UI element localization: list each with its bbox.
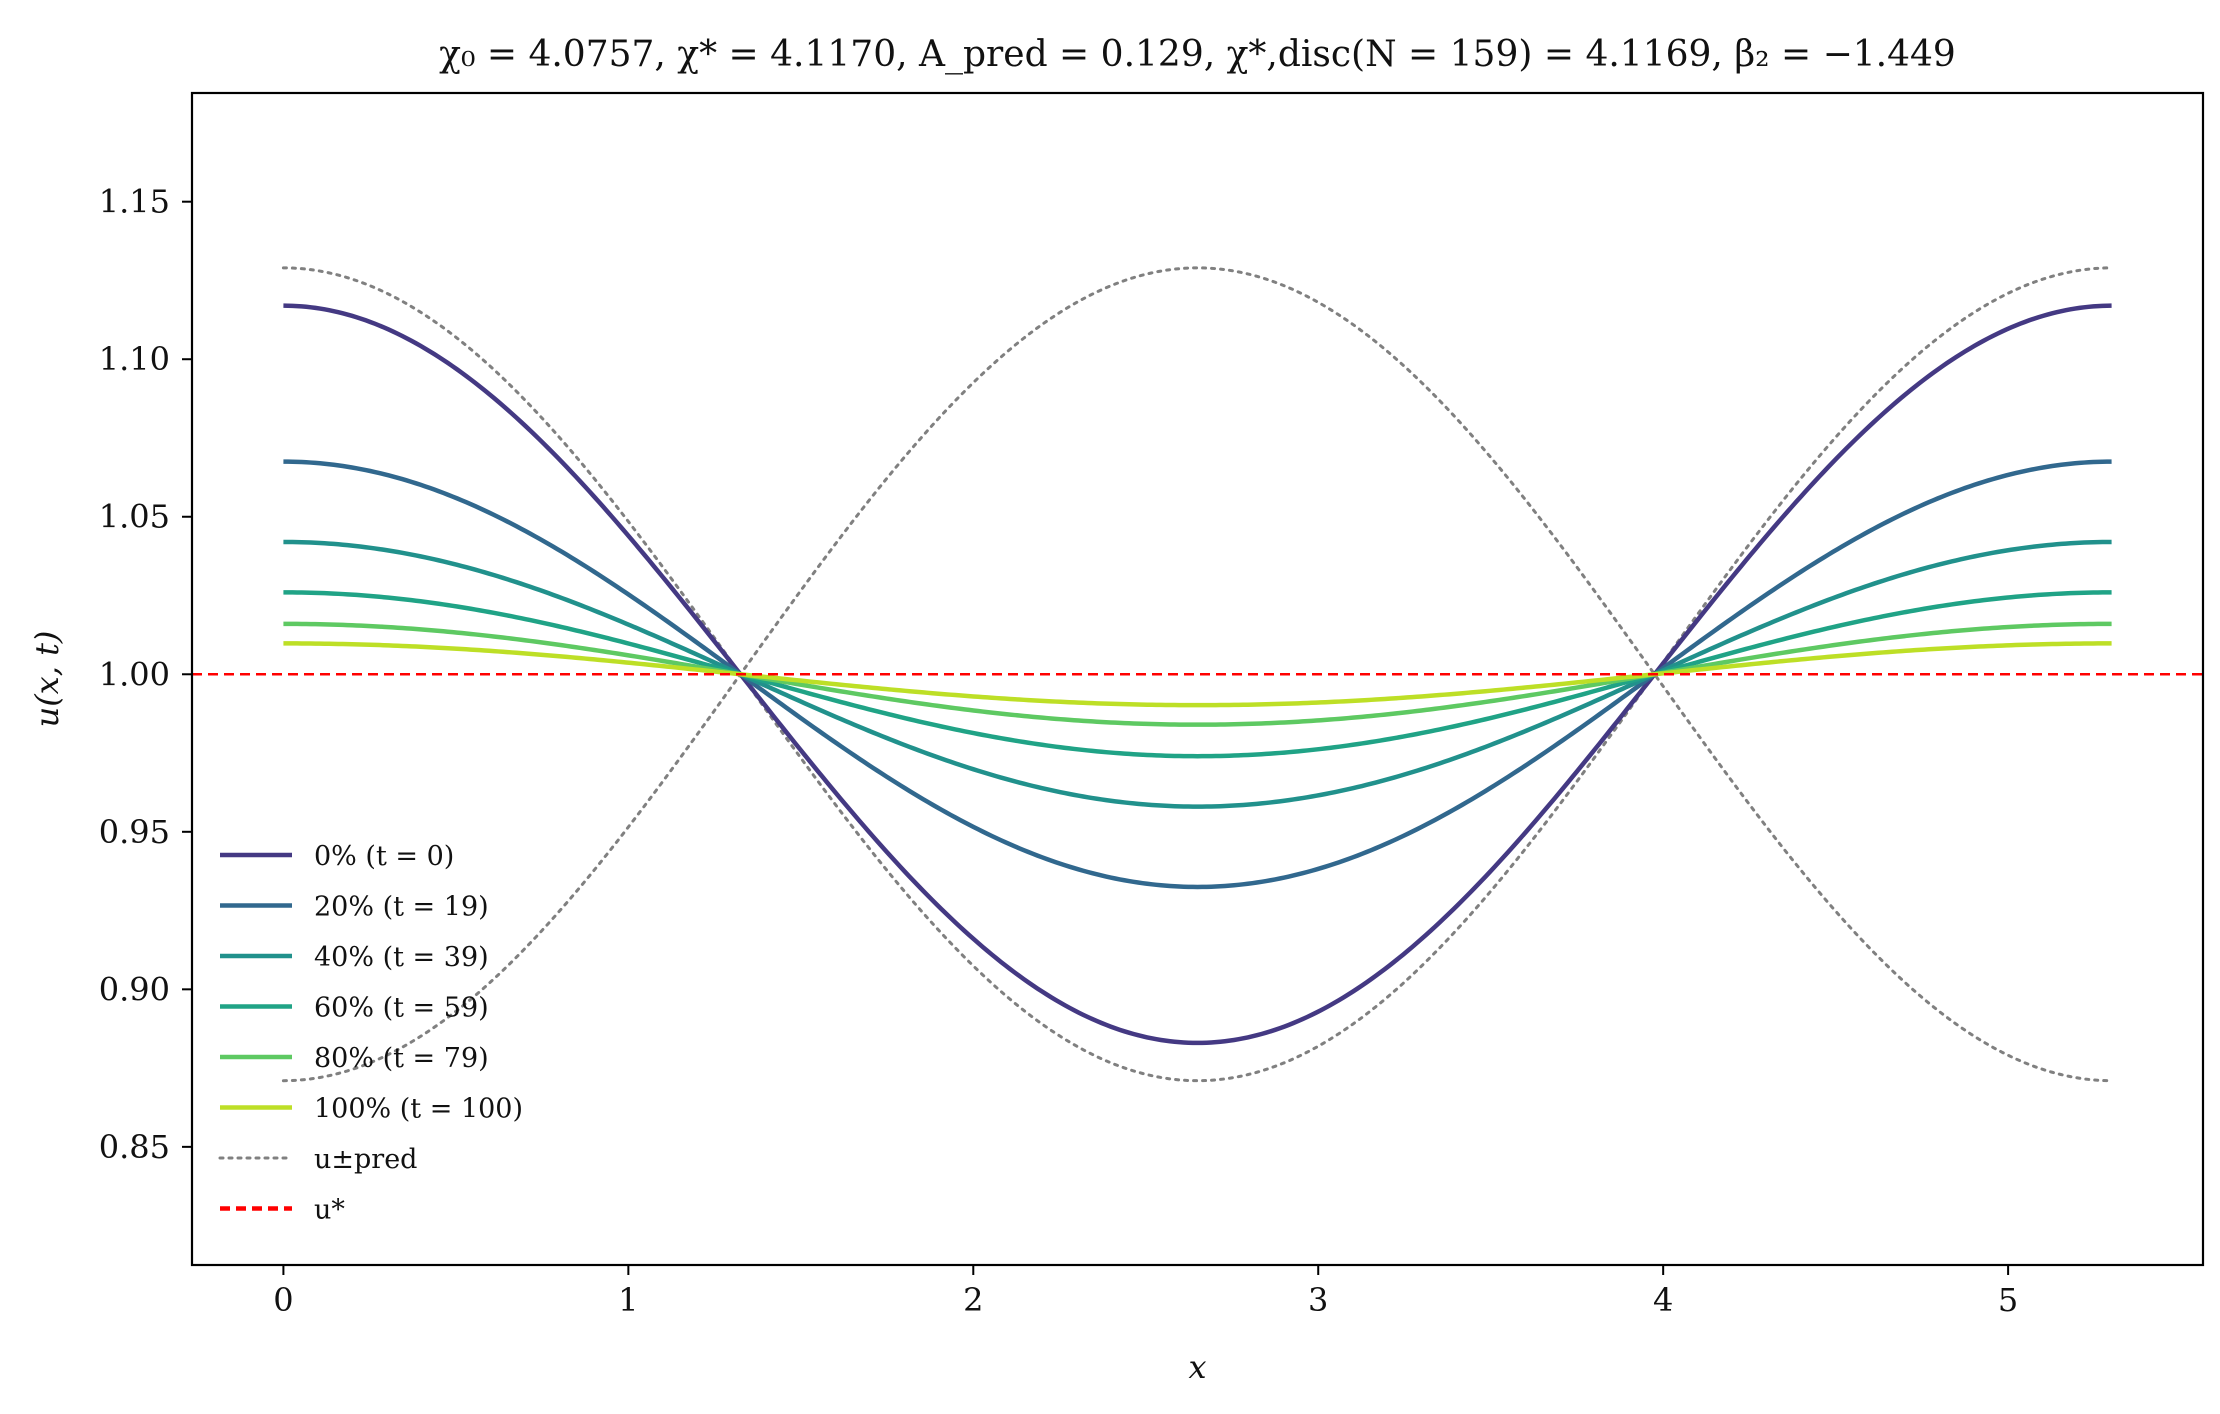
y-tick-label: 1.15 xyxy=(99,183,170,221)
legend-envelope-label: u±pred xyxy=(314,1144,417,1175)
legend-series-2-label: 40% (t = 39) xyxy=(314,942,489,973)
y-axis-ticks: 0.85 0.90 0.95 1.00 1.05 1.10 1.15 xyxy=(99,183,192,1166)
x-axis-title: x xyxy=(1188,1348,1206,1386)
legend: 0% (t = 0) 20% (t = 19) 40% (t = 39) 60% (t… xyxy=(218,841,523,1226)
plot-lines xyxy=(192,266,2203,1083)
x-tick-label: 0 xyxy=(273,1281,293,1319)
series-line-2 xyxy=(283,539,2112,809)
x-tick-label: 3 xyxy=(1308,1281,1328,1319)
y-tick-label: 1.00 xyxy=(99,655,170,693)
y-tick-label: 1.05 xyxy=(99,498,170,536)
series-line-4 xyxy=(283,621,2112,727)
series-line-3 xyxy=(283,590,2112,759)
y-tick-label: 0.90 xyxy=(99,970,170,1008)
x-tick-label: 1 xyxy=(618,1281,638,1319)
legend-reference-label: u* xyxy=(314,1195,345,1226)
x-tick-label: 5 xyxy=(1998,1281,2018,1319)
series-line-1 xyxy=(283,459,2112,890)
legend-series-1-label: 20% (t = 19) xyxy=(314,892,489,923)
plot-frame xyxy=(190,91,2205,1267)
y-tick-label: 0.85 xyxy=(99,1128,170,1166)
series-line-0 xyxy=(283,303,2112,1046)
legend-series-0-label: 0% (t = 0) xyxy=(314,841,454,872)
x-tick-label: 2 xyxy=(963,1281,983,1319)
envelope-upper-line xyxy=(281,266,2114,1083)
legend-series-4-label: 80% (t = 79) xyxy=(314,1043,489,1074)
x-tick-label: 4 xyxy=(1653,1281,1673,1319)
series-line-5 xyxy=(283,641,2112,708)
legend-series-3-label: 60% (t = 59) xyxy=(314,993,489,1024)
x-axis-ticks: 0 1 2 3 4 5 xyxy=(273,1265,2018,1319)
legend-series-5-label: 100% (t = 100) xyxy=(314,1094,523,1125)
envelope-lower-line xyxy=(281,266,2114,1083)
chart-title: χ₀ = 4.0757, χ* = 4.1170, A_pred = 0.129… xyxy=(439,34,1956,75)
y-tick-label: 0.95 xyxy=(99,813,170,851)
y-tick-label: 1.10 xyxy=(99,340,170,378)
y-axis-title: u(x, t) xyxy=(28,631,66,728)
